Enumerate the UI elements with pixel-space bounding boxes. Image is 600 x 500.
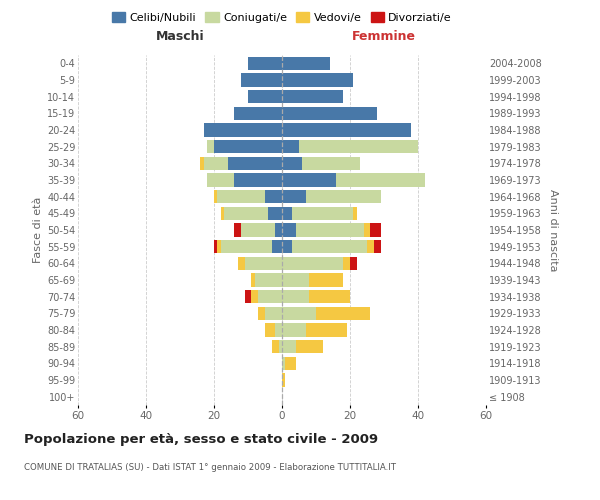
Bar — [286, 356, 296, 370]
Bar — [238, 256, 245, 270]
Bar — [275, 224, 282, 236]
Bar — [282, 306, 316, 320]
Bar — [309, 290, 350, 304]
Bar — [282, 140, 299, 153]
Bar — [214, 190, 217, 203]
Bar — [350, 256, 357, 270]
Bar — [227, 156, 282, 170]
Bar — [207, 140, 214, 153]
Bar — [214, 240, 217, 254]
Legend: Celibi/Nubili, Coniugati/e, Vedovi/e, Divorziati/e: Celibi/Nubili, Coniugati/e, Vedovi/e, Di… — [107, 8, 457, 28]
Bar — [299, 140, 418, 153]
Bar — [292, 206, 353, 220]
Bar — [282, 256, 343, 270]
Bar — [282, 374, 286, 386]
Bar — [221, 240, 272, 254]
Bar — [353, 206, 357, 220]
Text: COMUNE DI TRATALIAS (SU) - Dati ISTAT 1° gennaio 2009 - Elaborazione TUTTITALIA.: COMUNE DI TRATALIAS (SU) - Dati ISTAT 1°… — [24, 462, 396, 471]
Bar — [282, 74, 353, 86]
Bar — [306, 324, 347, 336]
Bar — [265, 306, 282, 320]
Bar — [235, 174, 282, 186]
Bar — [282, 356, 286, 370]
Bar — [282, 206, 292, 220]
Text: Maschi: Maschi — [155, 30, 205, 44]
Bar — [374, 240, 380, 254]
Bar — [282, 90, 343, 104]
Bar — [275, 324, 282, 336]
Bar — [278, 340, 282, 353]
Bar — [265, 324, 275, 336]
Bar — [282, 274, 309, 286]
Bar — [282, 156, 302, 170]
Bar — [296, 224, 364, 236]
Bar — [245, 290, 251, 304]
Bar — [282, 190, 306, 203]
Bar — [302, 156, 360, 170]
Bar — [251, 290, 258, 304]
Bar — [217, 240, 221, 254]
Bar — [282, 224, 296, 236]
Bar — [282, 56, 329, 70]
Bar — [245, 256, 282, 270]
Bar — [204, 156, 227, 170]
Bar — [207, 174, 235, 186]
Bar — [217, 190, 265, 203]
Y-axis label: Anni di nascita: Anni di nascita — [548, 188, 558, 271]
Bar — [309, 274, 343, 286]
Bar — [221, 206, 224, 220]
Text: Popolazione per età, sesso e stato civile - 2009: Popolazione per età, sesso e stato civil… — [24, 432, 378, 446]
Bar — [306, 190, 380, 203]
Bar — [282, 106, 377, 120]
Bar — [241, 224, 275, 236]
Bar — [235, 224, 241, 236]
Bar — [282, 290, 309, 304]
Bar — [224, 206, 268, 220]
Bar — [265, 190, 282, 203]
Bar — [268, 206, 282, 220]
Bar — [282, 240, 292, 254]
Bar — [282, 174, 337, 186]
Bar — [258, 290, 282, 304]
Bar — [272, 340, 278, 353]
Y-axis label: Fasce di età: Fasce di età — [32, 197, 43, 263]
Bar — [343, 256, 350, 270]
Bar — [255, 274, 282, 286]
Bar — [296, 340, 323, 353]
Bar — [248, 90, 282, 104]
Bar — [282, 324, 306, 336]
Bar — [316, 306, 370, 320]
Bar — [364, 224, 370, 236]
Bar — [251, 274, 255, 286]
Bar — [200, 156, 204, 170]
Bar — [241, 74, 282, 86]
Bar — [282, 340, 296, 353]
Bar — [272, 240, 282, 254]
Bar — [370, 224, 380, 236]
Text: Femmine: Femmine — [352, 30, 416, 44]
Bar — [282, 124, 411, 136]
Bar — [292, 240, 367, 254]
Bar — [258, 306, 265, 320]
Bar — [204, 124, 282, 136]
Bar — [367, 240, 374, 254]
Bar — [214, 140, 282, 153]
Bar — [235, 106, 282, 120]
Bar — [248, 56, 282, 70]
Bar — [337, 174, 425, 186]
